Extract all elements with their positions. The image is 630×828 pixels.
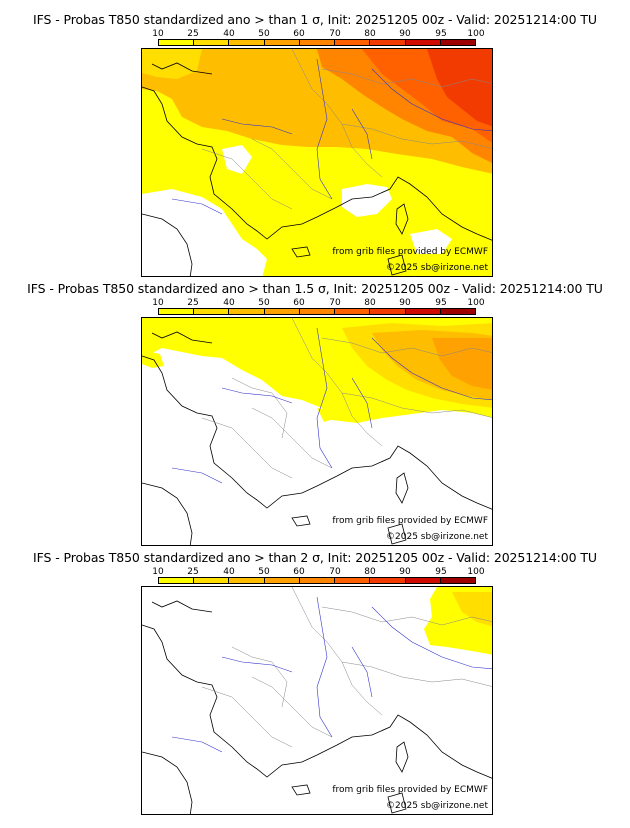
legend-swatch bbox=[264, 40, 300, 45]
legend-tick: 90 bbox=[399, 298, 411, 308]
legend-swatch bbox=[264, 309, 300, 314]
legend-tick: 50 bbox=[258, 567, 270, 577]
copyright-credit: ©2025 sb@irizone.net bbox=[386, 532, 488, 542]
legend-swatch bbox=[194, 309, 230, 314]
legend-swatch bbox=[370, 309, 406, 314]
legend-swatch bbox=[370, 578, 406, 583]
coastlines bbox=[142, 62, 492, 276]
legend-tick: 90 bbox=[399, 29, 411, 39]
legend-tick: 25 bbox=[187, 298, 199, 308]
source-credit: from grib files provided by ECMWF bbox=[332, 785, 488, 795]
legend-swatch bbox=[440, 40, 475, 45]
legend-tick: 10 bbox=[152, 29, 164, 39]
legend-tick: 100 bbox=[467, 298, 485, 308]
legend-tick: 50 bbox=[258, 29, 270, 39]
legend-swatch bbox=[299, 40, 336, 45]
legend-swatch bbox=[370, 40, 406, 45]
legend-tick: 25 bbox=[187, 29, 199, 39]
legend-swatch bbox=[299, 578, 336, 583]
color-legend: 10 25 40 50 60 70 80 90 95 100 bbox=[152, 298, 485, 322]
legend-tick: 70 bbox=[329, 298, 341, 308]
legend-swatch bbox=[159, 578, 195, 583]
legend-tick: 10 bbox=[152, 567, 164, 577]
legend-tick: 60 bbox=[293, 567, 305, 577]
legend-tick: 40 bbox=[223, 567, 235, 577]
legend-swatch bbox=[229, 578, 265, 583]
legend-tick: 95 bbox=[435, 29, 447, 39]
map-graphic bbox=[142, 318, 492, 545]
legend-swatch bbox=[194, 578, 230, 583]
legend-tick: 60 bbox=[293, 29, 305, 39]
copyright-credit: ©2025 sb@irizone.net bbox=[386, 801, 488, 811]
legend-tick: 50 bbox=[258, 298, 270, 308]
legend-tick: 100 bbox=[467, 567, 485, 577]
panel-title: IFS - Probas T850 standardized ano > tha… bbox=[33, 12, 597, 27]
legend-swatch bbox=[335, 309, 371, 314]
probability-map: from grib files provided by ECMWF ©2025 … bbox=[141, 586, 493, 815]
legend-tick: 10 bbox=[152, 298, 164, 308]
map-graphic bbox=[142, 587, 492, 814]
borders bbox=[201, 318, 492, 479]
legend-tick: 60 bbox=[293, 298, 305, 308]
panel-1: IFS - Probas T850 standardized ano > tha… bbox=[0, 12, 630, 282]
legend-swatch bbox=[264, 578, 300, 583]
panel-2: IFS - Probas T850 standardized ano > tha… bbox=[0, 281, 630, 551]
coastlines bbox=[142, 600, 492, 814]
legend-swatch bbox=[194, 40, 230, 45]
legend-swatch bbox=[405, 309, 441, 314]
legend-swatch bbox=[405, 578, 441, 583]
panel-3: IFS - Probas T850 standardized ano > tha… bbox=[0, 550, 630, 820]
borders bbox=[201, 49, 492, 210]
legend-swatch bbox=[299, 309, 336, 314]
legend-swatch bbox=[440, 309, 475, 314]
prob-field-red bbox=[427, 49, 492, 127]
rivers bbox=[171, 327, 492, 484]
legend-tick: 95 bbox=[435, 298, 447, 308]
rivers bbox=[171, 596, 492, 753]
legend-tick: 40 bbox=[223, 298, 235, 308]
legend-bar bbox=[158, 308, 476, 315]
source-credit: from grib files provided by ECMWF bbox=[332, 516, 488, 526]
legend-tick: 90 bbox=[399, 567, 411, 577]
coastlines bbox=[142, 331, 492, 545]
probability-map: from grib files provided by ECMWF ©2025 … bbox=[141, 317, 493, 546]
probability-map: from grib files provided by ECMWF ©2025 … bbox=[141, 48, 493, 277]
color-legend: 10 25 40 50 60 70 80 90 95 100 bbox=[152, 567, 485, 591]
legend-tick: 80 bbox=[364, 29, 376, 39]
legend-tick: 80 bbox=[364, 298, 376, 308]
borders bbox=[201, 587, 492, 748]
legend-tick: 95 bbox=[435, 567, 447, 577]
legend-swatch bbox=[335, 578, 371, 583]
legend-swatch bbox=[405, 40, 441, 45]
legend-swatch bbox=[229, 40, 265, 45]
legend-swatch bbox=[159, 40, 195, 45]
panel-title: IFS - Probas T850 standardized ano > tha… bbox=[27, 281, 603, 296]
sea-area-med bbox=[342, 184, 392, 217]
sea-area-west bbox=[142, 189, 267, 276]
legend-tick: 40 bbox=[223, 29, 235, 39]
panel-title: IFS - Probas T850 standardized ano > tha… bbox=[33, 550, 597, 565]
legend-tick: 25 bbox=[187, 567, 199, 577]
legend-swatch bbox=[159, 309, 195, 314]
legend-tick: 80 bbox=[364, 567, 376, 577]
legend-bar bbox=[158, 39, 476, 46]
source-credit: from grib files provided by ECMWF bbox=[332, 247, 488, 257]
legend-swatch bbox=[335, 40, 371, 45]
legend-tick: 100 bbox=[467, 29, 485, 39]
color-legend: 10 25 40 50 60 70 80 90 95 100 bbox=[152, 29, 485, 53]
legend-bar bbox=[158, 577, 476, 584]
rivers bbox=[171, 58, 492, 215]
copyright-credit: ©2025 sb@irizone.net bbox=[386, 263, 488, 273]
legend-swatch bbox=[440, 578, 475, 583]
legend-tick: 70 bbox=[329, 29, 341, 39]
map-graphic bbox=[142, 49, 492, 276]
legend-tick: 70 bbox=[329, 567, 341, 577]
legend-swatch bbox=[229, 309, 265, 314]
